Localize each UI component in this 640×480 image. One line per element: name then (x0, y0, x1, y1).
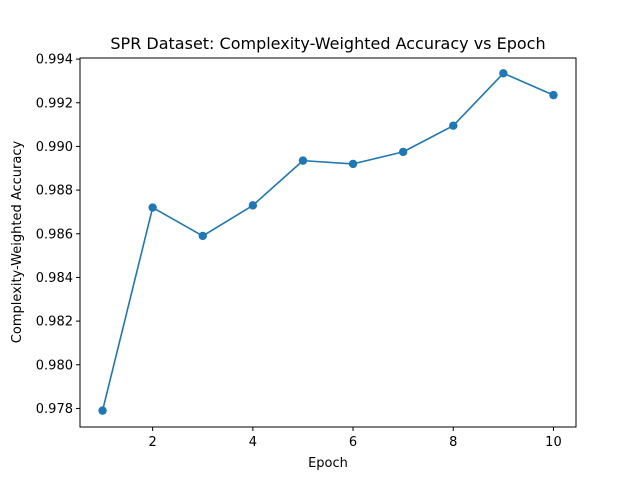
y-tick-label: 0.982 (36, 315, 73, 330)
y-tick-label: 0.980 (36, 358, 73, 373)
data-point (248, 201, 258, 210)
y-tick-label: 0.978 (36, 402, 73, 417)
y-axis-ticks: 0.978 0.980 0.982 0.984 0.986 0.988 0.990 0.992… (36, 53, 80, 417)
chart-title: SPR Dataset: Complexity-Weighted Accurac… (110, 34, 545, 53)
x-tick-label: 8 (449, 435, 457, 450)
data-point (549, 90, 558, 100)
y-tick-label: 0.988 (36, 184, 73, 199)
y-tick-label: 0.984 (36, 271, 73, 286)
plot-area (98, 69, 558, 415)
x-axis-ticks: 2 4 6 8 10 (149, 427, 562, 450)
data-point (198, 231, 207, 241)
y-tick-label: 0.992 (36, 96, 73, 111)
axes-frame (79, 57, 577, 428)
y-tick-label: 0.990 (36, 140, 73, 155)
data-point (298, 156, 308, 165)
data-point (348, 159, 358, 169)
data-point (148, 203, 157, 212)
data-point (98, 406, 107, 415)
x-axis-label: Epoch (308, 456, 348, 471)
series-line (101, 72, 554, 411)
x-tick-label: 6 (349, 435, 357, 450)
x-tick-label: 4 (249, 435, 257, 450)
y-axis-label: Complexity-Weighted Accuracy (10, 141, 25, 344)
y-tick-label: 0.986 (36, 227, 73, 242)
y-tick-label: 0.994 (36, 53, 73, 68)
data-point (499, 69, 508, 78)
x-tick-label: 2 (149, 435, 157, 450)
data-point (449, 121, 458, 130)
data-point (398, 147, 408, 157)
x-tick-label: 10 (545, 435, 562, 450)
